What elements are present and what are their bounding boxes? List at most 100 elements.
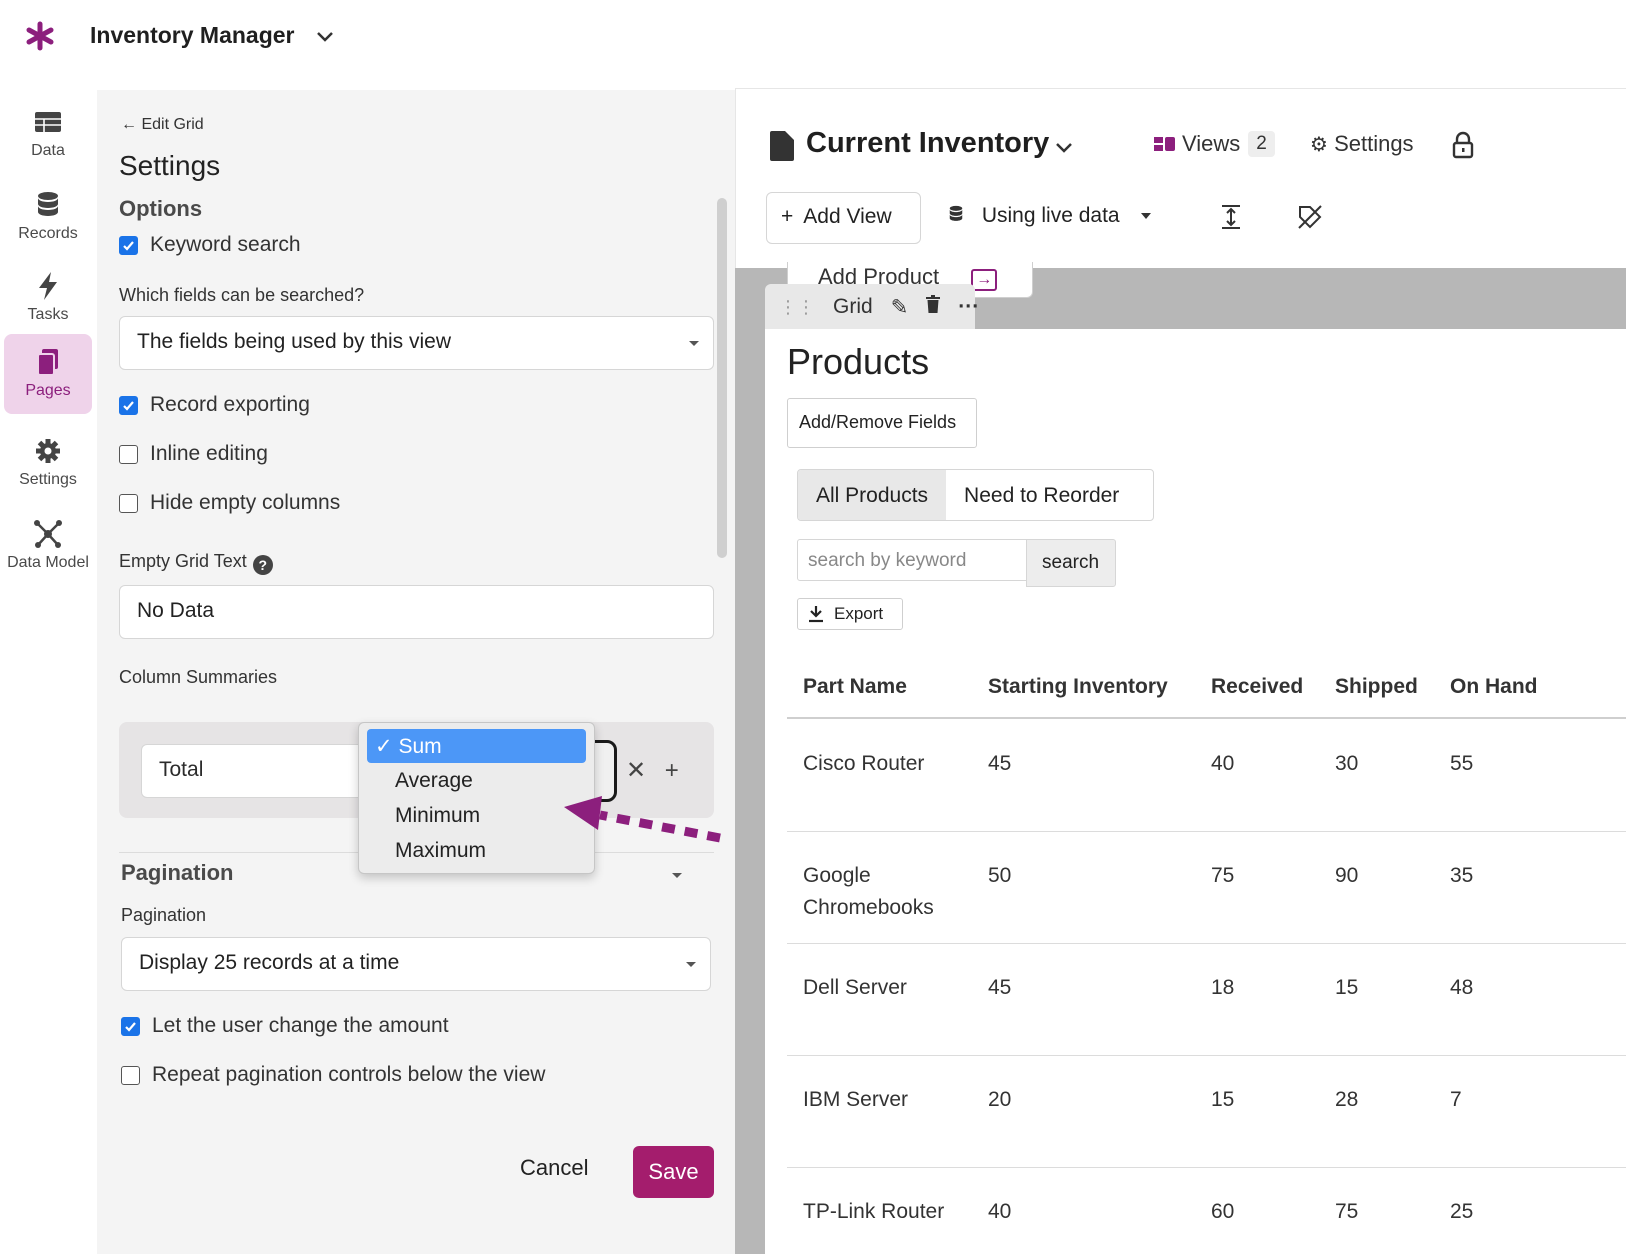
let-user-change-checkbox[interactable] <box>121 1016 140 1036</box>
export-button[interactable]: Export <box>797 598 903 630</box>
cell: 90 <box>1335 864 1359 887</box>
arrow-left-icon: ← <box>121 116 137 133</box>
cell: Dell Server <box>803 976 907 999</box>
page-settings-button[interactable]: ⚙ Settings <box>1310 131 1414 156</box>
option-average[interactable]: Average <box>395 769 473 792</box>
table-header: Part Name Starting Inventory Received Sh… <box>787 649 1626 719</box>
pagination-select[interactable]: Display 25 records at a time <box>121 937 711 991</box>
table-row[interactable]: Google Chromebooks 50 75 90 35 <box>787 832 1626 944</box>
add-view-button[interactable]: + Add View <box>766 192 921 244</box>
option-maximum[interactable]: Maximum <box>395 839 487 862</box>
cell: 15 <box>1335 976 1359 999</box>
keyword-search-checkbox[interactable] <box>119 235 138 255</box>
filter-tabs: All Products Need to Reorder <box>797 469 1154 521</box>
table-row[interactable]: Dell Server 45 18 15 48 <box>787 944 1626 1056</box>
option-minimum[interactable]: Minimum <box>395 804 481 827</box>
cancel-button[interactable]: Cancel <box>520 1155 589 1180</box>
summary-aggregate-dropdown: ✓ Sum Average Minimum Maximum <box>358 722 595 874</box>
pages-icon <box>37 349 58 376</box>
tab-need-to-reorder[interactable]: Need to Reorder <box>964 484 1120 507</box>
inline-editing-checkbox[interactable] <box>119 444 138 464</box>
add-remove-fields-button[interactable]: Add/Remove Fields <box>787 398 977 448</box>
table-row[interactable]: Cisco Router 45 40 30 55 <box>787 720 1626 832</box>
record-exporting-option[interactable]: Record exporting <box>119 393 310 417</box>
column-header[interactable]: On Hand <box>1450 675 1538 698</box>
collapse-caret-icon[interactable] <box>672 873 682 878</box>
panel-scrollbar[interactable] <box>717 198 727 558</box>
cell: 35 <box>1450 864 1474 887</box>
nav-label: Data Model <box>7 554 89 571</box>
table-row[interactable]: IBM Server 20 15 28 7 <box>787 1056 1626 1168</box>
pagination-section-title[interactable]: Pagination <box>121 860 234 885</box>
hide-empty-columns-checkbox[interactable] <box>119 493 138 513</box>
left-nav: Data Records Tasks Pages Settings Data M… <box>0 88 96 1254</box>
back-to-edit-grid-link[interactable]: ← Edit Grid <box>121 116 204 133</box>
tab-all-products[interactable]: All Products <box>798 470 947 520</box>
page-editor: Current Inventory Views 2 ⚙ Settings + Ad… <box>735 88 1626 1254</box>
cell: Cisco Router <box>803 752 925 775</box>
app-logo-icon[interactable] <box>24 20 56 52</box>
trash-icon[interactable] <box>926 295 941 319</box>
document-icon <box>770 131 794 161</box>
cell: Google Chromebooks <box>803 864 934 919</box>
help-icon[interactable]: ? <box>252 555 273 575</box>
repeat-pagination-checkbox[interactable] <box>121 1065 140 1085</box>
nav-item-data-model[interactable]: Data Model <box>4 506 92 586</box>
grid-title: Products <box>787 341 930 382</box>
expand-height-icon[interactable] <box>1220 203 1242 231</box>
search-button[interactable]: search <box>1026 539 1116 587</box>
cell: 45 <box>988 976 1012 999</box>
searched-fields-label: Which fields can be searched? <box>119 285 365 305</box>
remove-summary-icon[interactable]: ✕ <box>626 757 647 784</box>
drag-handle-icon[interactable]: ⋮⋮ <box>779 296 815 317</box>
nav-item-pages[interactable]: Pages <box>4 334 92 414</box>
empty-grid-text-input[interactable]: No Data <box>119 585 714 639</box>
cell: 40 <box>1211 752 1235 775</box>
cell: 20 <box>988 1088 1012 1111</box>
column-header[interactable]: Part Name <box>803 675 907 698</box>
table-row[interactable]: TP-Link Router 40 60 75 25 <box>787 1168 1626 1254</box>
summary-name-input[interactable]: Total <box>141 744 364 798</box>
views-button[interactable]: Views 2 <box>1154 131 1275 157</box>
lightning-icon <box>39 272 57 300</box>
inline-editing-option[interactable]: Inline editing <box>119 442 268 466</box>
nav-item-data[interactable]: Data <box>4 94 92 174</box>
cell: 60 <box>1211 1200 1235 1223</box>
column-header[interactable]: Shipped <box>1335 675 1418 698</box>
searched-fields-select[interactable]: The fields being used by this view <box>119 316 714 370</box>
hide-empty-columns-option[interactable]: Hide empty columns <box>119 491 340 515</box>
page-title[interactable]: Current Inventory <box>806 127 1050 159</box>
arrow-right-box-icon: → <box>971 269 998 291</box>
nav-item-records[interactable]: Records <box>4 177 92 257</box>
cell: TP-Link Router <box>803 1200 945 1223</box>
let-user-change-option[interactable]: Let the user change the amount <box>121 1014 449 1038</box>
option-sum[interactable]: ✓ Sum <box>367 729 586 763</box>
record-exporting-checkbox[interactable] <box>119 395 138 415</box>
keyword-search-option[interactable]: Keyword search <box>119 233 301 257</box>
chevron-down-icon[interactable] <box>1054 137 1074 157</box>
repeat-pagination-option[interactable]: Repeat pagination controls below the vie… <box>121 1063 545 1087</box>
pagination-label: Pagination <box>121 905 207 925</box>
save-button[interactable]: Save <box>633 1146 714 1198</box>
options-title: Options <box>119 196 203 221</box>
nav-item-tasks[interactable]: Tasks <box>4 258 92 338</box>
column-header[interactable]: Starting Inventory <box>988 675 1168 698</box>
column-summaries-label: Column Summaries <box>119 667 278 687</box>
grid-component-tab[interactable]: ⋮⋮ Grid ✎ ··· <box>765 284 979 330</box>
products-grid: Products Add/Remove Fields All Products … <box>765 329 1626 1254</box>
column-header[interactable]: Received <box>1211 675 1304 698</box>
chevron-down-icon[interactable] <box>315 26 335 51</box>
app-title[interactable]: Inventory Manager <box>90 22 295 48</box>
keyword-search-input[interactable]: search by keyword <box>797 539 1027 581</box>
pencil-icon[interactable]: ✎ <box>890 295 909 319</box>
add-summary-icon[interactable]: + <box>664 757 679 784</box>
more-icon[interactable]: ··· <box>958 295 980 318</box>
nav-label: Pages <box>25 382 71 399</box>
cell: 45 <box>988 752 1012 775</box>
live-data-dropdown[interactable]: Using live data <box>946 203 1152 228</box>
hide-tag-icon[interactable] <box>1296 203 1324 231</box>
cell: 50 <box>988 864 1012 887</box>
views-icon <box>1154 137 1175 151</box>
nav-item-settings[interactable]: Settings <box>4 423 92 503</box>
lock-icon[interactable] <box>1452 131 1474 159</box>
